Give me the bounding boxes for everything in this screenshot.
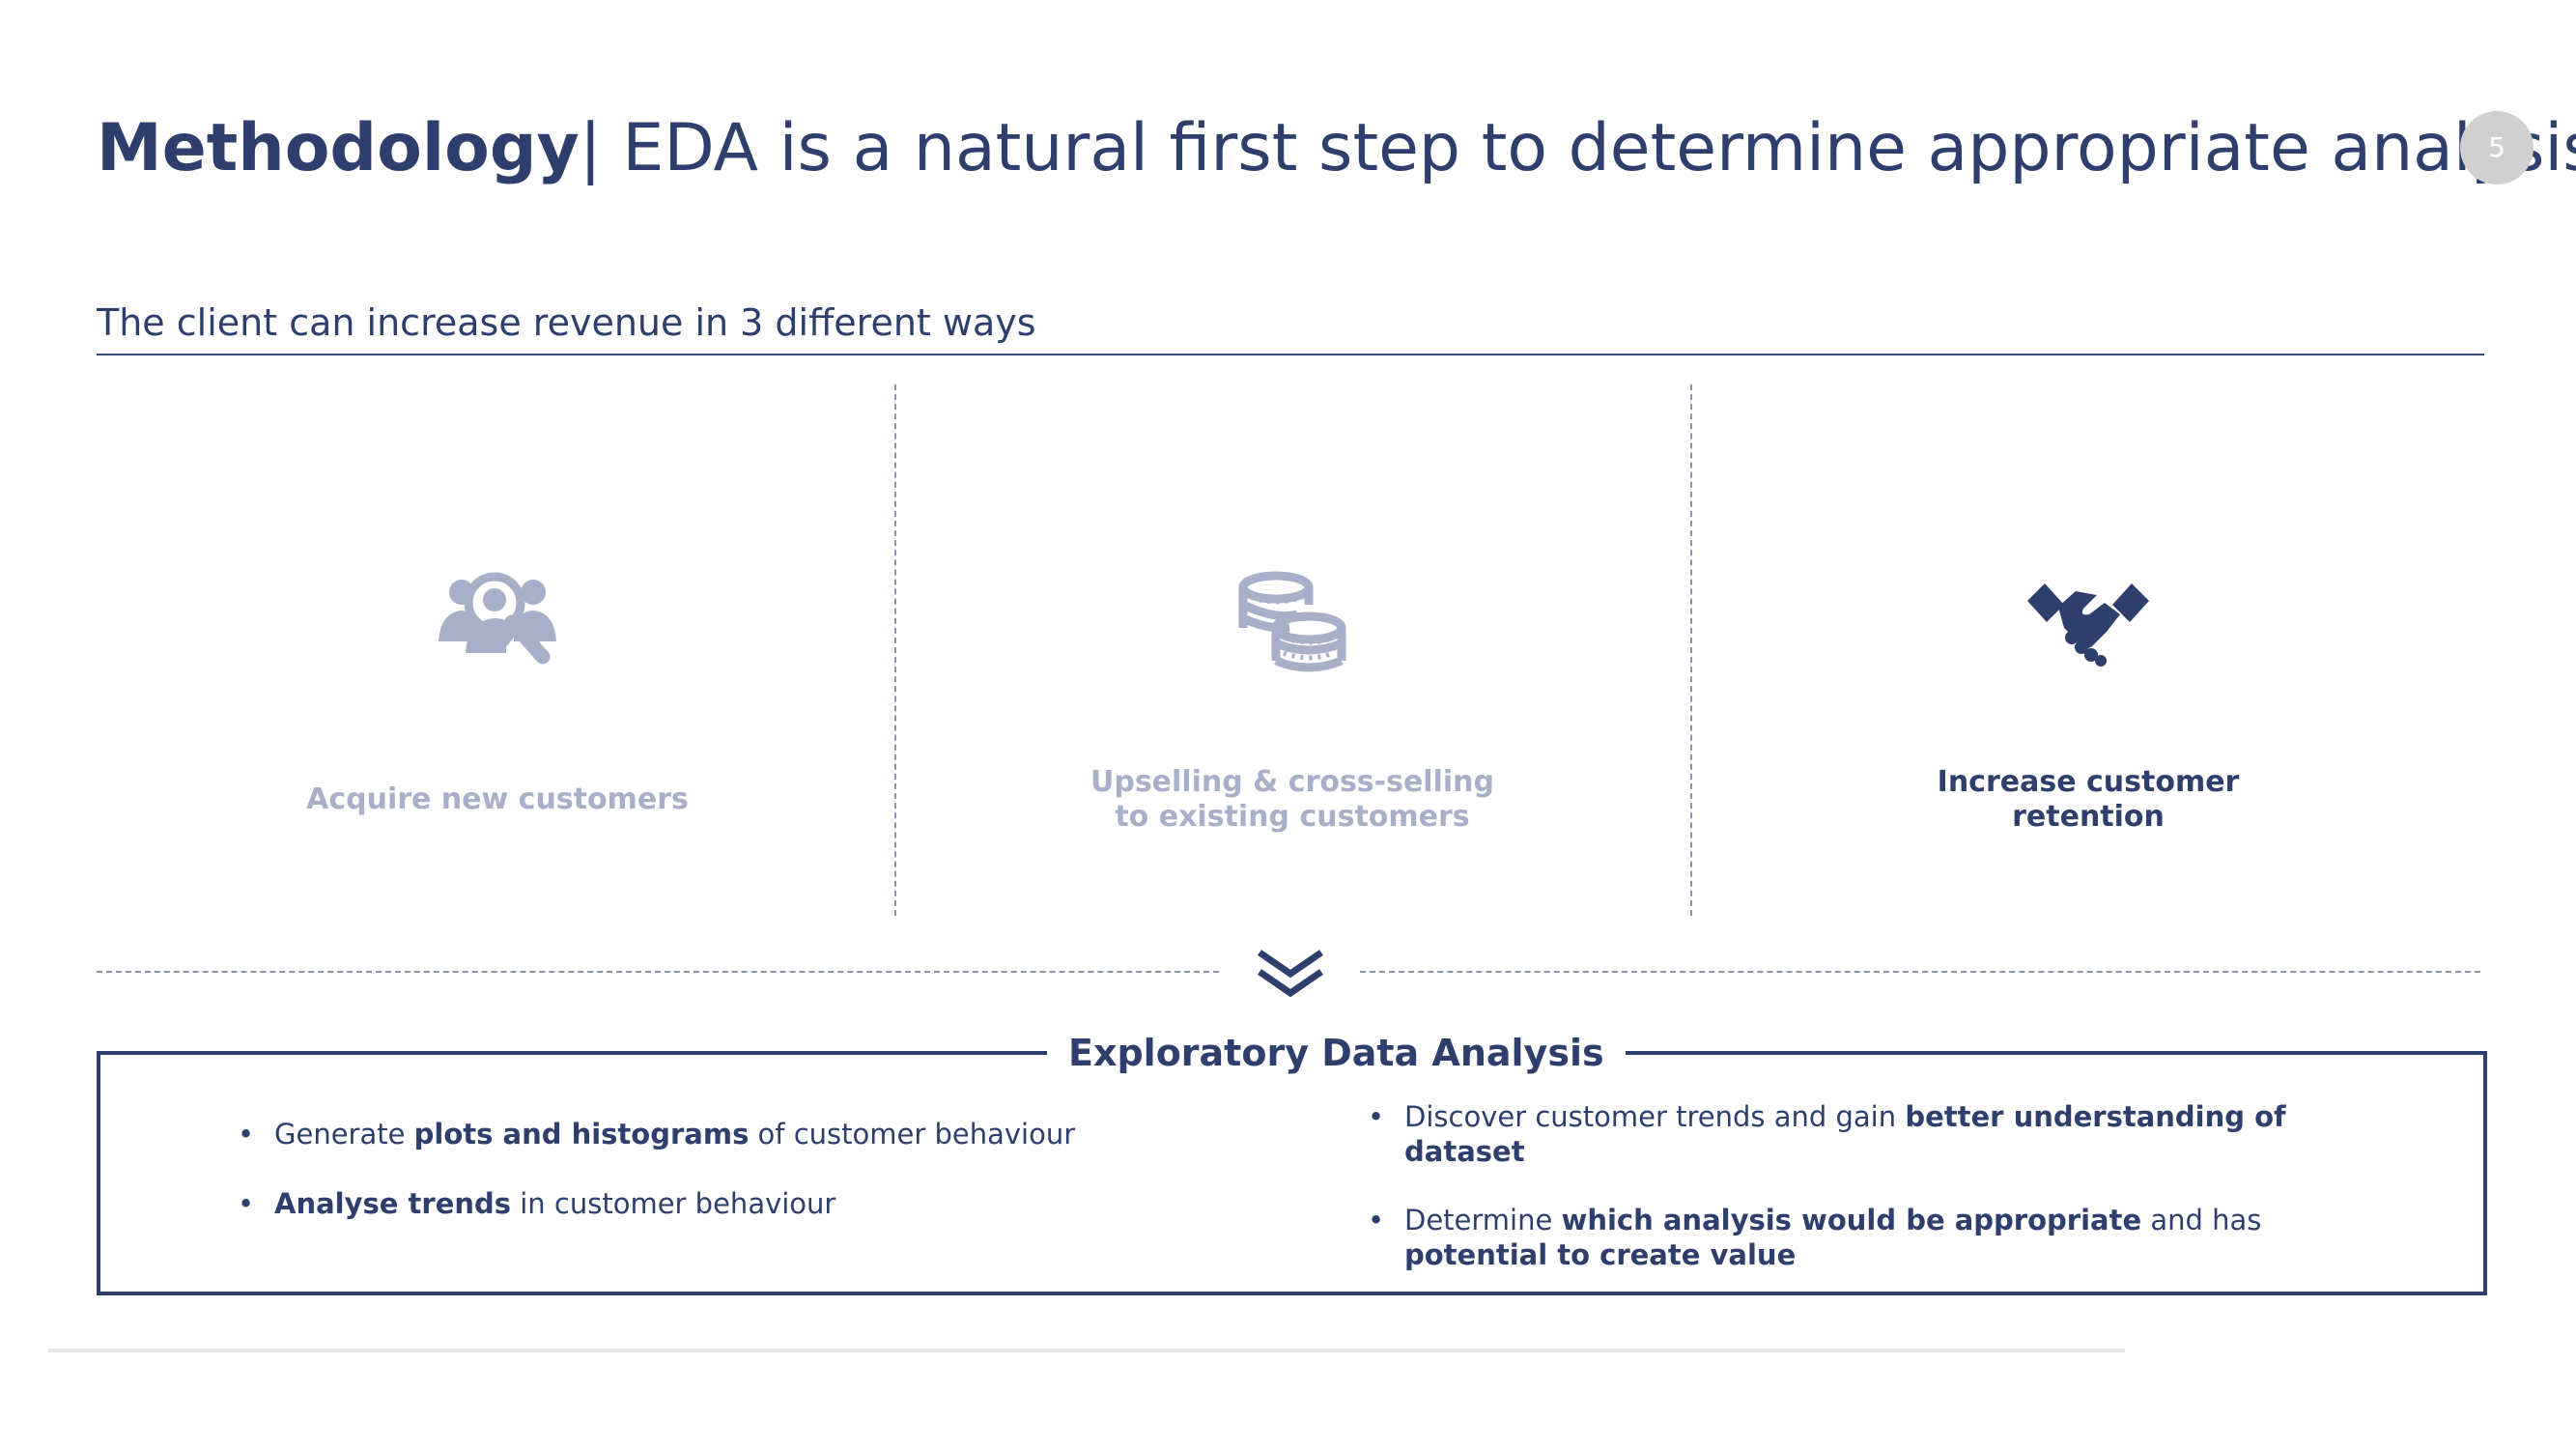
customer-search-icon bbox=[435, 560, 560, 676]
way-upselling: Upselling & cross-selling to existing cu… bbox=[894, 541, 1690, 834]
way-label: Acquire new customers bbox=[306, 782, 689, 816]
list-item: Discover customer trends and gain better… bbox=[1368, 1099, 2363, 1169]
way-acquire-customers: Acquire new customers bbox=[99, 541, 895, 831]
coins-icon bbox=[1230, 560, 1355, 676]
section-subtitle: The client can increase revenue in 3 dif… bbox=[97, 301, 1036, 344]
eda-left-bullets: Generate plots and histograms of custome… bbox=[238, 1117, 1300, 1256]
list-item: Generate plots and histograms of custome… bbox=[238, 1117, 1300, 1151]
column-divider bbox=[1690, 384, 1692, 916]
eda-title: Exploratory Data Analysis bbox=[1047, 1024, 1626, 1082]
column-divider bbox=[894, 384, 896, 916]
handshake-icon bbox=[2025, 560, 2151, 676]
page-title: Methodology| EDA is a natural first step… bbox=[97, 104, 2576, 193]
footer-divider bbox=[48, 1349, 2125, 1352]
list-item: Determine which analysis would be approp… bbox=[1368, 1203, 2363, 1272]
section-separator bbox=[97, 971, 1219, 973]
section-separator bbox=[1360, 971, 2480, 973]
way-retention: Increase customer retention bbox=[1690, 541, 2486, 834]
title-rest: | EDA is a natural first step to determi… bbox=[579, 110, 2576, 186]
list-item: Analyse trends in customer behaviour bbox=[238, 1186, 1300, 1221]
double-chevron-down-icon bbox=[1252, 945, 1329, 1003]
way-label: Increase customer retention bbox=[1937, 765, 2240, 834]
subtitle-divider bbox=[97, 354, 2484, 355]
title-bold: Methodology bbox=[97, 110, 580, 186]
page-number-badge: 5 bbox=[2460, 111, 2534, 185]
way-label: Upselling & cross-selling to existing cu… bbox=[1090, 765, 1494, 834]
eda-right-bullets: Discover customer trends and gain better… bbox=[1368, 1099, 2363, 1306]
